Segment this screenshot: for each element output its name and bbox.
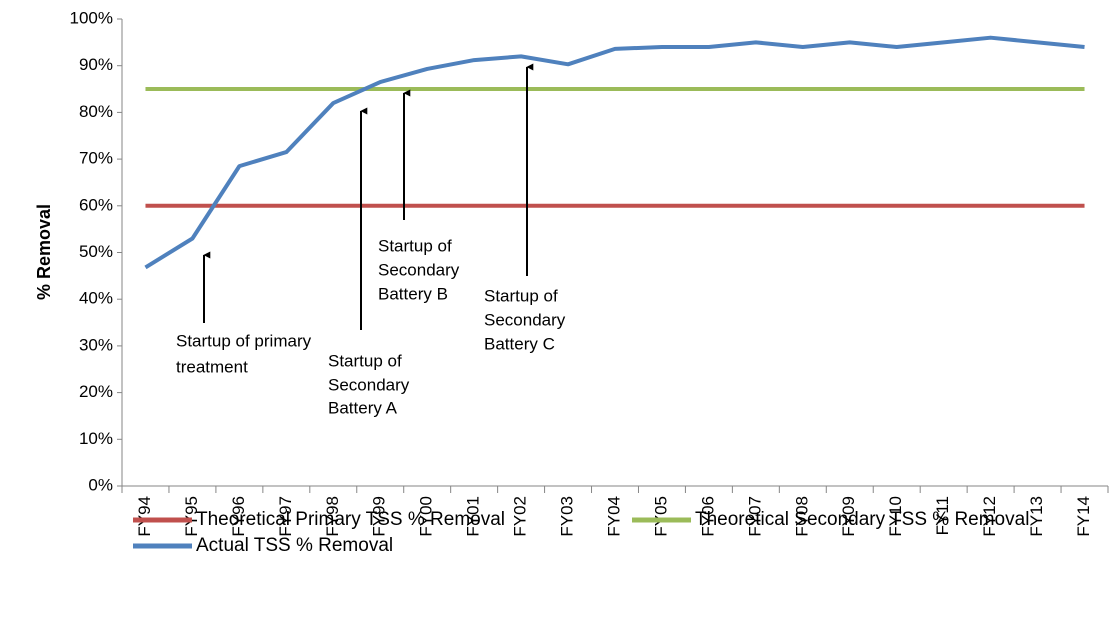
y-tick-label: 0% xyxy=(88,475,113,494)
y-tick-label: 60% xyxy=(79,195,113,214)
y-tick-label: 40% xyxy=(79,289,113,308)
y-tick-label: 80% xyxy=(79,102,113,121)
legend-label: Theoretical Primary TSS % Removal xyxy=(196,509,505,530)
annotation-text: Secondary xyxy=(378,260,460,279)
x-tick-label: FY12 xyxy=(980,496,999,537)
x-tick-label: FY03 xyxy=(558,496,577,537)
y-axis-label: % Removal xyxy=(34,204,54,300)
y-tick-label: 10% xyxy=(79,429,113,448)
y-tick-label: 90% xyxy=(79,55,113,74)
x-tick-label: FY96 xyxy=(229,496,248,537)
annotation-text: Startup of primary xyxy=(176,331,312,350)
y-tick-label: 70% xyxy=(79,149,113,168)
x-tick-label: FY11 xyxy=(933,496,952,535)
y-tick-label: 50% xyxy=(79,242,113,261)
annotation-text: Battery C xyxy=(484,334,555,353)
series-line xyxy=(144,35,1085,270)
y-tick-label: 100% xyxy=(70,8,113,27)
x-tick-label: FY99 xyxy=(370,496,389,537)
x-tick-label: FY00 xyxy=(417,496,436,537)
x-tick-label: FY04 xyxy=(604,496,623,537)
annotation-text: treatment xyxy=(176,357,248,376)
x-tick-label: FY06 xyxy=(698,496,717,537)
annotation-text: Startup of xyxy=(328,351,402,370)
annotation-text: Secondary xyxy=(328,375,410,394)
annotation-text: Battery A xyxy=(328,398,398,417)
x-tick-label: FY01 xyxy=(464,496,483,537)
x-tick-label: FY07 xyxy=(745,496,764,537)
legend-label: Actual TSS % Removal xyxy=(196,535,393,556)
annotation-text: Secondary xyxy=(484,310,566,329)
x-tick-label: FY02 xyxy=(511,496,530,537)
x-tick-label: FY98 xyxy=(323,496,342,537)
x-tick-label: FY94 xyxy=(135,496,154,537)
legend-label: Theoretical Secondary TSS % Removal xyxy=(695,509,1029,530)
y-tick-label: 20% xyxy=(79,382,113,401)
annotation-text: Battery B xyxy=(378,284,448,303)
y-tick-label: 30% xyxy=(79,335,113,354)
x-tick-label: FY08 xyxy=(792,496,811,537)
x-tick-label: FY10 xyxy=(886,496,905,537)
x-tick-label: FY97 xyxy=(276,496,295,537)
annotation-text: Startup of xyxy=(484,286,558,305)
x-tick-label: FY95 xyxy=(182,496,201,537)
x-tick-label: FY09 xyxy=(839,496,858,537)
annotations: Startup of primary treatment Startup of … xyxy=(176,63,566,417)
x-tick-label: FY13 xyxy=(1027,496,1046,537)
annotation-text: Startup of xyxy=(378,236,452,255)
x-tick-label: FY05 xyxy=(651,496,670,537)
x-tick-label: FY14 xyxy=(1074,496,1093,537)
